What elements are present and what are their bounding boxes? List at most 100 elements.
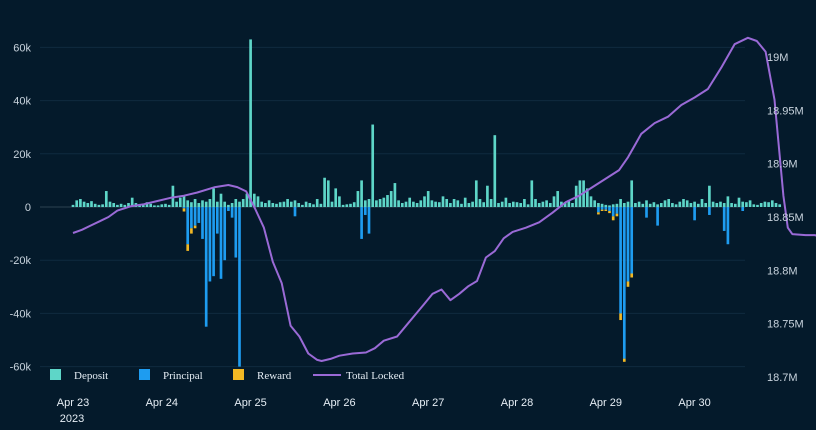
deposit-bar (330, 201, 334, 207)
principal-bar (600, 207, 604, 210)
legend[interactable]: Deposit Principal Reward Total Locked (50, 369, 405, 382)
x-tick-label: Apr 24 (146, 397, 178, 409)
deposit-bar (278, 202, 282, 207)
deposit-bar (271, 203, 275, 207)
deposit-bar (419, 200, 423, 207)
deposit-bar (756, 204, 759, 207)
legend-swatch (233, 369, 244, 380)
deposit-bar (104, 191, 108, 207)
deposit-bar (537, 203, 541, 207)
deposit-bar (397, 200, 400, 207)
principal-bar (182, 207, 186, 209)
reward-bar (622, 358, 626, 362)
deposit-bar (97, 204, 101, 207)
deposit-bar (175, 201, 178, 207)
deposit-bar (519, 203, 523, 207)
deposit-bar (622, 203, 626, 207)
deposit-bar (130, 197, 134, 207)
deposit-bar (215, 201, 219, 207)
deposit-bar (356, 191, 360, 207)
x-tick-label: Apr 26 (323, 397, 355, 409)
deposit-bar (282, 201, 286, 207)
legend-label: Reward (257, 370, 292, 382)
deposit-bar (456, 200, 460, 207)
legend-item-deposit[interactable]: Deposit (50, 369, 108, 382)
deposit-bar (230, 203, 234, 207)
deposit-bar (685, 200, 689, 207)
deposit-bar (449, 203, 452, 207)
x-tick-label: Apr 29 (590, 397, 622, 409)
total-locked-line (72, 36, 816, 362)
deposit-bar (430, 200, 434, 207)
deposit-bar (597, 203, 600, 207)
reward-bar (619, 313, 622, 321)
deposit-bar (312, 204, 315, 207)
reward-bar (600, 209, 604, 211)
deposit-bar (286, 199, 289, 207)
deposit-bar (608, 205, 611, 207)
deposit-bar (478, 199, 482, 207)
deposit-bar (545, 200, 548, 207)
deposit-bar (275, 203, 278, 207)
deposit-bar (315, 199, 319, 207)
deposit-bar (227, 204, 230, 207)
deposit-bar (79, 199, 82, 207)
deposit-bar (589, 196, 593, 207)
deposit-bar (585, 188, 589, 207)
deposit-bar (600, 203, 604, 207)
deposit-bar (759, 203, 763, 207)
principal-bar (630, 207, 634, 274)
deposit-bar (90, 201, 93, 207)
deposit-bar (341, 204, 345, 207)
deposit-bar (186, 200, 190, 207)
deposit-bar (593, 200, 597, 207)
deposit-bar (689, 203, 693, 207)
deposit-bar (719, 201, 722, 207)
deposit-bar (145, 202, 149, 207)
deposit-bar (763, 201, 767, 207)
deposit-bar (82, 201, 86, 207)
deposit-bar (645, 200, 648, 207)
deposit-bar (378, 199, 382, 207)
deposit-bar (260, 201, 264, 207)
y-axis-left: 60k 40k 20k 0 -20k -40k -60k (10, 42, 32, 373)
principal-bar (604, 207, 608, 210)
y-left-tick-label: 20k (13, 149, 31, 161)
principal-bar (293, 207, 297, 217)
deposit-bar (363, 200, 367, 207)
y-left-tick-label: 40k (13, 96, 31, 108)
principal-bar (608, 207, 611, 211)
legend-item-reward[interactable]: Reward (233, 369, 292, 382)
deposit-bar (778, 204, 782, 207)
deposit-bar (297, 203, 301, 207)
deposit-bar (663, 200, 667, 207)
legend-label: Principal (163, 370, 203, 382)
deposit-bar (515, 202, 519, 207)
legend-label: Total Locked (346, 370, 405, 382)
principal-bar (227, 207, 230, 211)
deposit-bar (678, 201, 682, 207)
deposit-bar (704, 203, 708, 207)
deposit-bar (264, 203, 267, 207)
legend-item-total-locked[interactable]: Total Locked (313, 370, 405, 382)
reward-bar (182, 208, 186, 212)
principal-bar (693, 207, 696, 221)
deposit-bar (604, 204, 608, 207)
legend-item-principal[interactable]: Principal (139, 369, 203, 382)
deposit-bar (256, 196, 260, 207)
deposit-bar (293, 200, 297, 207)
deposit-bar (652, 202, 656, 207)
reward-bar (193, 225, 197, 229)
deposit-bar (400, 203, 404, 207)
deposit-bar (193, 199, 197, 207)
principal-bar (622, 207, 626, 359)
deposit-bar (741, 201, 745, 207)
deposit-bar (460, 203, 463, 207)
deposit-bar (500, 201, 504, 207)
deposit-bar (733, 203, 737, 207)
deposit-bar (578, 180, 582, 207)
deposit-bar (523, 199, 526, 207)
deposit-bar (497, 203, 500, 207)
principal-bar (223, 207, 227, 261)
